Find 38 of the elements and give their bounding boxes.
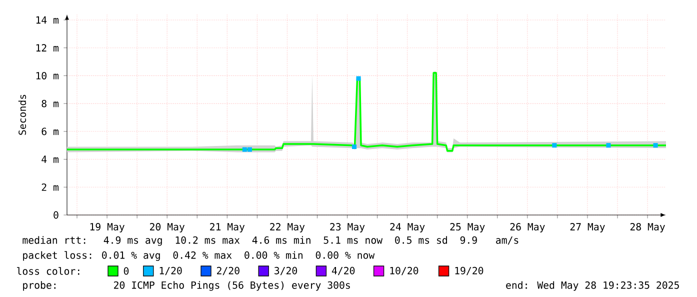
point bbox=[356, 76, 361, 81]
text: packet loss: 0.01 % avg 0.42 % max 0.00 % min 0.00 % now bbox=[23, 251, 375, 261]
point bbox=[606, 143, 611, 148]
point bbox=[653, 143, 658, 148]
legend-label: 0 bbox=[124, 267, 129, 275]
x-tick-label: 25 May bbox=[450, 223, 485, 232]
point bbox=[352, 144, 357, 150]
text: median rtt: 4.9 ms avg 10.2 ms max 4.6 ms min 5.1 ms now 0.5 ms sd 9.9 am/s bbox=[22, 236, 518, 246]
legend-label: 19/20 bbox=[455, 266, 484, 276]
x-tick-label: 21 May bbox=[210, 223, 245, 232]
x-tick-label: 24 May bbox=[390, 223, 425, 232]
y-axis-title: Seconds bbox=[18, 94, 26, 135]
text: probe: 20 ICMP Echo Pings (56 Bytes) every 300s bbox=[23, 281, 350, 291]
x-tick-label: 27 May bbox=[570, 223, 605, 232]
y-tick-label: 6 m bbox=[42, 128, 58, 136]
point bbox=[247, 147, 252, 152]
x-tick-label: 19 May bbox=[90, 223, 124, 232]
legend-label: 10/20 bbox=[390, 266, 418, 276]
x-tick-label: 22 May bbox=[270, 223, 305, 232]
legend-label: 2/20 bbox=[217, 266, 240, 276]
point bbox=[242, 147, 247, 152]
text: end: Wed May 28 19:23:35 2025 bbox=[506, 281, 679, 291]
x-tick-label: 28 May bbox=[630, 223, 665, 232]
point bbox=[552, 143, 557, 148]
y-tick-label: 12 m bbox=[36, 44, 58, 52]
legend-label: 3/20 bbox=[274, 266, 297, 276]
legend-title: loss color: bbox=[17, 267, 80, 275]
y-tick-label: 10 m bbox=[36, 72, 58, 80]
y-tick-label: 8 m bbox=[42, 100, 58, 108]
x-tick-label: 20 May bbox=[150, 223, 185, 232]
legend-label: 1/20 bbox=[160, 266, 182, 276]
y-tick-label: 0 bbox=[54, 211, 58, 219]
legend-label: 4/20 bbox=[332, 266, 355, 276]
x-tick-label: 23 May bbox=[330, 223, 365, 232]
y-tick-label: 4 m bbox=[42, 156, 58, 163]
x-tick-label: 26 May bbox=[510, 223, 545, 232]
y-tick-label: 14 m bbox=[36, 16, 58, 24]
y-tick-label: 2 m bbox=[42, 183, 58, 191]
